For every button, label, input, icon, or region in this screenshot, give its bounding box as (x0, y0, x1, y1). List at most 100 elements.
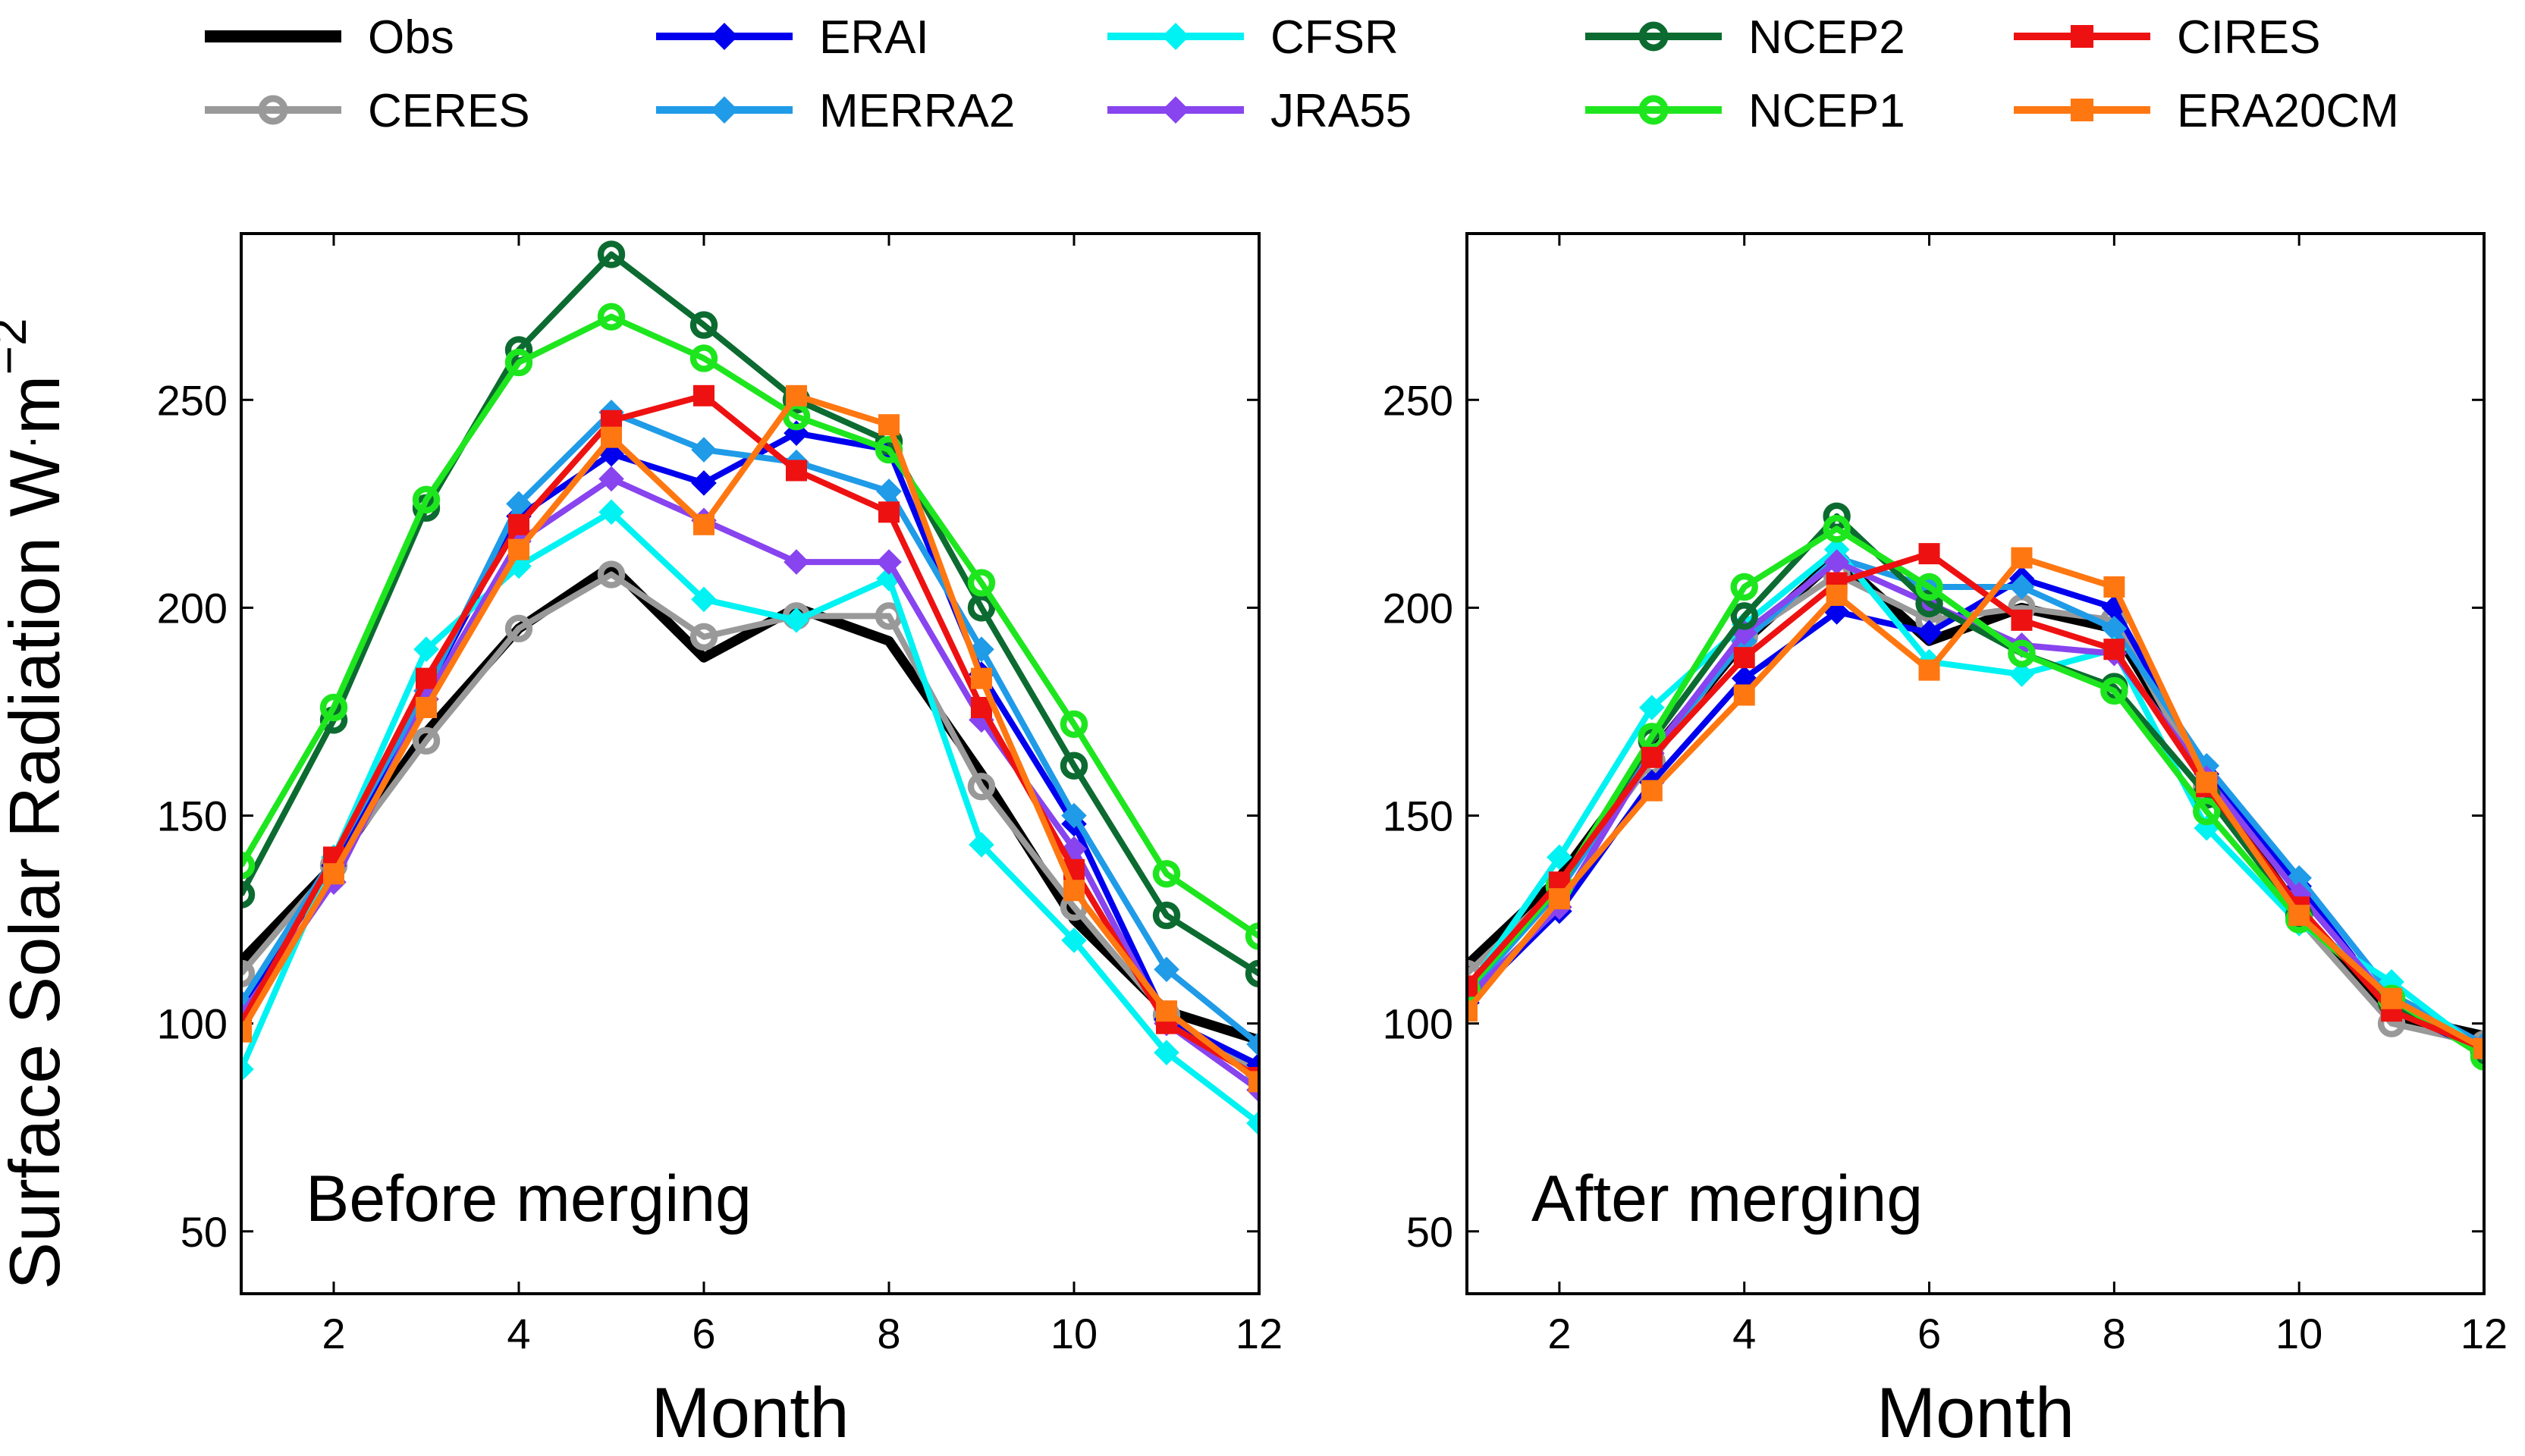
data-point-merra2 (2286, 864, 2312, 891)
y-tick-label: 250 (157, 376, 228, 424)
data-point-erai (1731, 665, 1757, 692)
legend-label: MERRA2 (819, 85, 1015, 137)
data-point-erai (691, 470, 717, 496)
legend-item-cires: CIRES (2014, 11, 2320, 64)
legend-label: NCEP1 (1748, 85, 1905, 137)
legend-label: ERA20CM (2177, 85, 2399, 137)
data-point-ncep2 (1245, 959, 1259, 988)
plot-area (1467, 502, 2484, 1071)
data-point-ncep1 (1730, 573, 1758, 601)
legend-item-erai: ERAI (656, 11, 929, 64)
legend-label: CERES (368, 85, 530, 137)
legend-swatch-marker (1162, 23, 1189, 50)
data-point-cfsr (506, 553, 532, 579)
y-tick-label: 150 (157, 792, 228, 840)
data-point-cfsr (784, 607, 809, 633)
data-point-erai (598, 441, 624, 467)
legend-swatch-marker (1638, 95, 1669, 125)
panel-before-merging: 2 4 6 8 10 12 50 100 150 200 250 Before merging Mont… (157, 232, 1283, 1452)
data-point-ncep1 (1823, 515, 1851, 543)
data-point-jra55 (876, 549, 902, 575)
series-line-era20cm (1467, 554, 2484, 1052)
data-point-cires (2011, 609, 2033, 631)
data-point-cfsr (1061, 927, 1087, 953)
x-tick-label: 12 (1236, 1310, 1283, 1357)
data-point-cires (1733, 647, 1755, 669)
data-point-ncep1 (689, 344, 718, 372)
legend-swatch-marker (2071, 25, 2093, 48)
data-point-ncep2 (1152, 901, 1181, 930)
data-point-merra2 (1246, 1031, 1259, 1057)
plot-frame (240, 232, 1261, 1295)
data-point-ncep1 (241, 852, 256, 880)
data-point-era20cm (693, 513, 714, 535)
data-point-ncep1 (967, 569, 996, 597)
data-point-era20cm (1826, 584, 1848, 606)
y-axis-label-main: Surface Solar Radiation W (0, 450, 74, 1290)
panel-after-merging: 2 4 6 8 10 12 50 100 150 200 250 After merging Month (1383, 232, 2508, 1452)
legend-item-jra55: JRA55 (1107, 85, 1412, 137)
data-point-era20cm (1248, 1071, 1259, 1093)
y-tick-label: 200 (1383, 584, 1453, 632)
data-point-ncep1 (2193, 797, 2221, 826)
legend-swatch-marker (1638, 21, 1669, 52)
data-point-ceres (412, 726, 441, 755)
x-tick-label: 4 (507, 1310, 530, 1357)
data-point-era20cm (878, 414, 900, 436)
data-point-ncep2 (689, 311, 718, 339)
data-point-ncep2 (1060, 752, 1088, 780)
data-point-ncep1 (1245, 922, 1259, 950)
data-point-era20cm (601, 426, 622, 448)
data-point-ncep1 (2008, 639, 2036, 667)
data-point-ceres (241, 959, 256, 988)
y-tick-label: 100 (157, 1000, 228, 1048)
data-point-cfsr (1246, 1110, 1259, 1137)
y-axis-label-dot: · (5, 435, 55, 450)
legend-item-ncep1: NCEP1 (1585, 85, 1905, 137)
data-point-jra55 (2286, 881, 2312, 908)
data-point-ncep1 (504, 348, 533, 377)
legend-label: ERAI (819, 11, 929, 64)
data-point-era20cm (508, 538, 529, 560)
data-point-cfsr (1154, 1040, 1179, 1065)
data-point-jra55 (598, 466, 624, 492)
y-axis-label-exponent: −2 (0, 318, 36, 375)
data-point-era20cm (323, 863, 344, 885)
data-point-cires (416, 667, 437, 689)
data-point-ncep2 (1730, 602, 1758, 630)
data-point-cfsr (598, 499, 624, 526)
data-point-ncep1 (412, 485, 441, 514)
data-point-merra2 (1061, 802, 1087, 829)
legend: Obs CERES ERAI MERRA2 CFSR JRA55 NCEP2 NCEP1 CIR… (205, 11, 2399, 137)
x-tick-label: 6 (1917, 1310, 1941, 1357)
legend-label: JRA55 (1270, 85, 1412, 137)
data-point-ceres (597, 560, 626, 588)
data-point-erai (1916, 620, 1942, 646)
plot-frame (1465, 232, 2486, 1295)
data-point-cfsr (241, 1056, 254, 1082)
data-point-era20cm (786, 384, 807, 406)
data-point-era20cm (1548, 888, 1570, 910)
y-tick-label: 50 (1406, 1208, 1453, 1256)
data-point-era20cm (2011, 547, 2033, 569)
legend-item-era20cm: ERA20CM (2014, 85, 2399, 137)
data-point-cfsr (413, 636, 439, 663)
legend-swatch-marker (1162, 96, 1189, 124)
legend-label: CIRES (2177, 11, 2320, 64)
legend-item-merra2: MERRA2 (656, 85, 1015, 137)
y-axis-label: Surface Solar Radiation W·m−2 (0, 318, 74, 1289)
data-point-jra55 (969, 707, 994, 733)
data-point-era20cm (1063, 880, 1085, 902)
data-point-cfsr (1639, 695, 1665, 720)
data-point-ncep1 (597, 303, 626, 331)
legend-item-ceres: CERES (205, 85, 530, 137)
series-line-cfsr (241, 509, 1259, 1126)
y-tick-label: 50 (181, 1208, 228, 1256)
data-point-merra2 (876, 479, 902, 504)
data-point-ncep1 (319, 693, 348, 722)
legend-swatch-marker (711, 96, 738, 124)
data-point-era20cm (2288, 905, 2310, 927)
legend-label: CFSR (1270, 11, 1399, 64)
data-point-merra2 (2101, 616, 2128, 642)
